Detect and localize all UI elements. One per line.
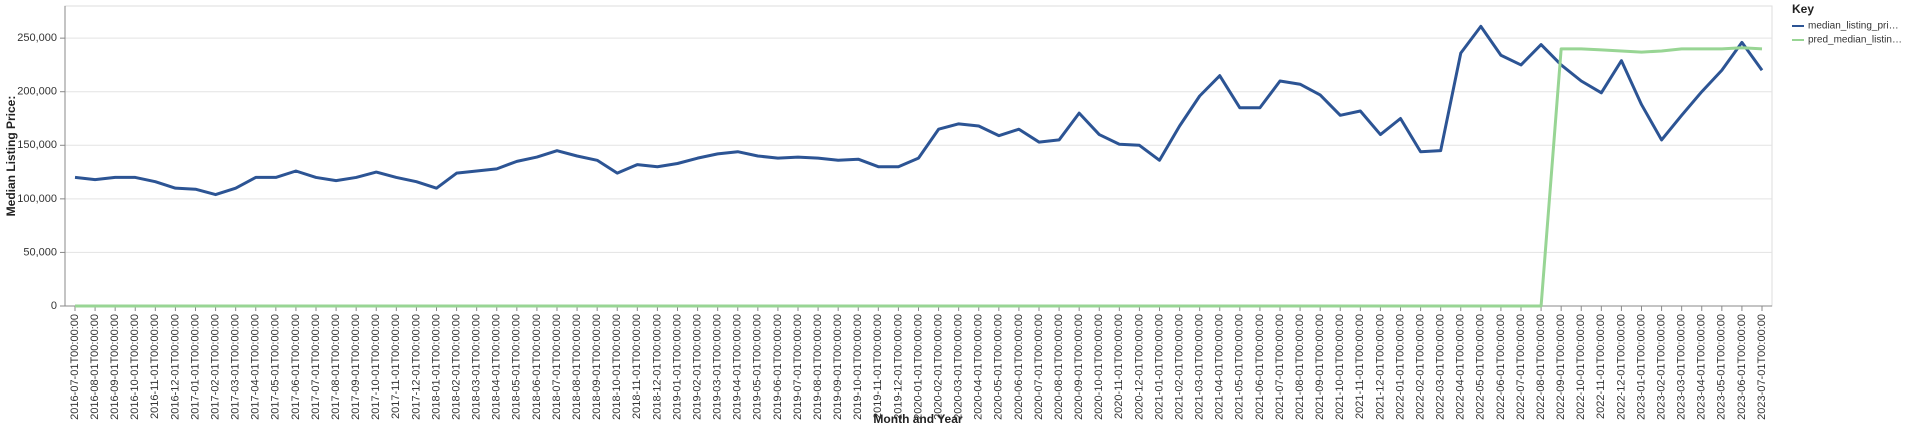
x-tick-label: 2022-01-01T00:00:00 — [1394, 314, 1406, 420]
x-tick-label: 2017-12-01T00:00:00 — [410, 314, 422, 420]
series-line — [75, 46, 1763, 308]
x-tick-label: 2020-08-01T00:00:00 — [1053, 314, 1065, 420]
x-tick-label: 2022-03-01T00:00:00 — [1435, 314, 1447, 420]
x-tick-label: 2021-11-01T00:00:00 — [1354, 314, 1366, 419]
x-tick-label: 2021-03-01T00:00:00 — [1194, 314, 1206, 420]
x-tick-label: 2022-02-01T00:00:00 — [1414, 314, 1426, 420]
x-tick-label: 2021-01-01T00:00:00 — [1153, 314, 1165, 420]
x-tick-label: 2022-04-01T00:00:00 — [1455, 314, 1467, 420]
x-tick-label: 2018-08-01T00:00:00 — [571, 314, 583, 420]
x-tick-label: 2019-11-01T00:00:00 — [872, 314, 884, 419]
x-tick-label: 2017-09-01T00:00:00 — [350, 314, 362, 420]
x-tick-label: 2020-04-01T00:00:00 — [973, 314, 985, 420]
y-axis-title: Median Listing Price: — [4, 96, 18, 217]
x-tick-label: 2019-09-01T00:00:00 — [832, 314, 844, 420]
x-tick-label: 2021-07-01T00:00:00 — [1274, 314, 1286, 420]
x-tick-label: 2021-06-01T00:00:00 — [1254, 314, 1266, 420]
x-tick-label: 2020-02-01T00:00:00 — [932, 314, 944, 420]
x-tick-label: 2018-04-01T00:00:00 — [491, 314, 503, 420]
x-tick-label: 2017-03-01T00:00:00 — [230, 314, 242, 420]
x-tick-label: 2022-07-01T00:00:00 — [1515, 314, 1527, 420]
x-tick-label: 2023-04-01T00:00:00 — [1696, 314, 1708, 420]
x-tick-label: 2016-09-01T00:00:00 — [109, 314, 121, 420]
series-line — [74, 24, 1764, 197]
x-tick-label: 2018-03-01T00:00:00 — [471, 314, 483, 420]
x-tick-label: 2016-08-01T00:00:00 — [89, 314, 101, 420]
x-tick-label: 2021-04-01T00:00:00 — [1214, 314, 1226, 420]
x-tick-label: 2020-06-01T00:00:00 — [1013, 314, 1025, 420]
x-tick-label: 2020-05-01T00:00:00 — [993, 314, 1005, 420]
x-tick-label: 2019-05-01T00:00:00 — [752, 314, 764, 420]
x-tick-label: 2019-07-01T00:00:00 — [792, 314, 804, 420]
x-tick-label: 2019-10-01T00:00:00 — [852, 314, 864, 420]
x-tick-label: 2018-01-01T00:00:00 — [430, 314, 442, 420]
x-tick-label: 2017-04-01T00:00:00 — [250, 314, 262, 420]
x-tick-label: 2017-06-01T00:00:00 — [290, 314, 302, 420]
x-tick-label: 2020-12-01T00:00:00 — [1133, 314, 1145, 420]
legend-label: pred_median_listin… — [1808, 35, 1902, 46]
x-tick-label: 2019-03-01T00:00:00 — [712, 314, 724, 420]
x-tick-label: 2022-06-01T00:00:00 — [1495, 314, 1507, 420]
legend-title: Key — [1792, 2, 1814, 16]
x-tick-label: 2023-07-01T00:00:00 — [1756, 314, 1768, 420]
x-tick-label: 2019-02-01T00:00:00 — [691, 314, 703, 420]
x-tick-label: 2022-09-01T00:00:00 — [1555, 314, 1567, 420]
x-tick-label: 2022-05-01T00:00:00 — [1475, 314, 1487, 420]
x-tick-label: 2018-06-01T00:00:00 — [531, 314, 543, 420]
x-tick-label: 2020-10-01T00:00:00 — [1093, 314, 1105, 420]
x-tick-label: 2020-03-01T00:00:00 — [953, 314, 965, 420]
x-tick-label: 2018-09-01T00:00:00 — [591, 314, 603, 420]
x-tick-label: 2017-11-01T00:00:00 — [390, 314, 402, 419]
x-tick-label: 2023-02-01T00:00:00 — [1655, 314, 1667, 420]
x-tick-label: 2019-04-01T00:00:00 — [732, 314, 744, 420]
x-tick-label: 2021-02-01T00:00:00 — [1173, 314, 1185, 420]
x-tick-label: 2017-10-01T00:00:00 — [370, 314, 382, 420]
x-tick-label: 2016-11-01T00:00:00 — [149, 314, 161, 419]
y-tick-label: 150,000 — [17, 139, 57, 151]
x-tick-label: 2021-09-01T00:00:00 — [1314, 314, 1326, 420]
legend-label: median_listing_pri… — [1808, 21, 1899, 32]
x-tick-label: 2022-12-01T00:00:00 — [1615, 314, 1627, 420]
y-tick-label: 200,000 — [17, 86, 57, 98]
x-tick-label: 2020-01-01T00:00:00 — [912, 314, 924, 420]
x-tick-label: 2023-06-01T00:00:00 — [1736, 314, 1748, 420]
x-tick-label: 2018-10-01T00:00:00 — [611, 314, 623, 420]
x-tick-label: 2018-02-01T00:00:00 — [450, 314, 462, 420]
x-tick-label: 2021-05-01T00:00:00 — [1234, 314, 1246, 420]
x-tick-label: 2023-01-01T00:00:00 — [1635, 314, 1647, 420]
y-tick-label: 0 — [51, 300, 57, 312]
x-tick-label: 2018-07-01T00:00:00 — [551, 314, 563, 420]
y-tick-label: 250,000 — [17, 32, 57, 44]
y-tick-label: 100,000 — [17, 193, 57, 205]
x-tick-label: 2018-05-01T00:00:00 — [511, 314, 523, 420]
x-tick-label: 2022-11-01T00:00:00 — [1595, 314, 1607, 419]
x-tick-label: 2018-12-01T00:00:00 — [651, 314, 663, 420]
x-tick-label: 2022-08-01T00:00:00 — [1535, 314, 1547, 420]
x-tick-label: 2018-11-01T00:00:00 — [631, 314, 643, 419]
y-tick-label: 50,000 — [23, 246, 57, 258]
x-tick-label: 2017-01-01T00:00:00 — [189, 314, 201, 420]
x-tick-label: 2019-08-01T00:00:00 — [812, 314, 824, 420]
x-tick-label: 2020-11-01T00:00:00 — [1113, 314, 1125, 419]
x-tick-label: 2020-09-01T00:00:00 — [1073, 314, 1085, 420]
x-tick-label: 2023-05-01T00:00:00 — [1716, 314, 1728, 420]
x-tick-label: 2019-01-01T00:00:00 — [671, 314, 683, 420]
x-tick-label: 2019-06-01T00:00:00 — [772, 314, 784, 420]
x-tick-label: 2019-12-01T00:00:00 — [892, 314, 904, 420]
x-tick-label: 2022-10-01T00:00:00 — [1575, 314, 1587, 420]
x-tick-label: 2020-07-01T00:00:00 — [1033, 314, 1045, 420]
x-tick-label: 2016-10-01T00:00:00 — [129, 314, 141, 420]
x-tick-label: 2016-12-01T00:00:00 — [169, 314, 181, 420]
x-tick-label: 2021-12-01T00:00:00 — [1374, 314, 1386, 420]
x-tick-label: 2017-05-01T00:00:00 — [270, 314, 282, 420]
x-tick-label: 2017-02-01T00:00:00 — [209, 314, 221, 420]
x-tick-label: 2017-08-01T00:00:00 — [330, 314, 342, 420]
x-tick-label: 2023-03-01T00:00:00 — [1676, 314, 1688, 420]
x-tick-label: 2021-10-01T00:00:00 — [1334, 314, 1346, 420]
x-tick-label: 2016-07-01T00:00:00 — [69, 314, 81, 420]
x-tick-label: 2021-08-01T00:00:00 — [1294, 314, 1306, 420]
x-tick-label: 2017-07-01T00:00:00 — [310, 314, 322, 420]
x-axis-title: Month and Year — [873, 412, 962, 426]
